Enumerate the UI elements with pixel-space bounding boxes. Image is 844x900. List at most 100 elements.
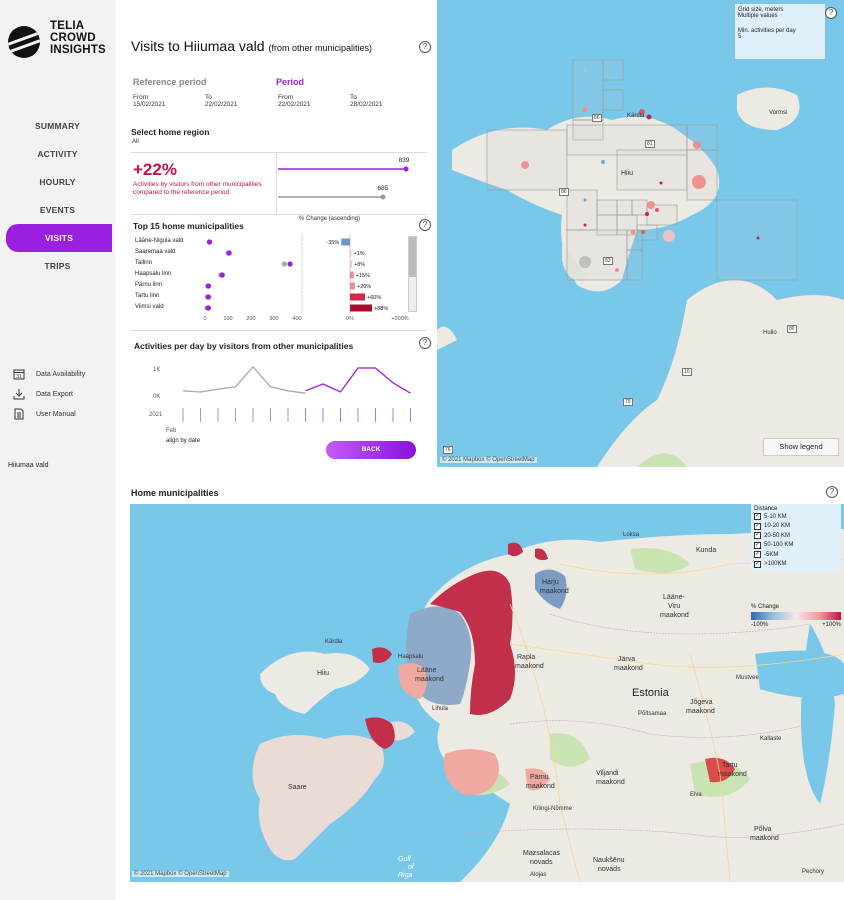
download-icon [12, 387, 26, 401]
period-dot [287, 261, 293, 267]
municipality-row-label[interactable]: Haapsalu linn [135, 271, 172, 277]
road-shield: 80 [787, 325, 797, 333]
distance-filter-option[interactable]: ✓ -5KM [754, 550, 838, 560]
data-availability-link[interactable]: 31 Data Availability [12, 364, 85, 384]
user-manual-link[interactable]: User Manual [12, 404, 85, 424]
municipality-row-label[interactable]: Lääne-Nigula vald [135, 238, 184, 244]
change-percentage: +22% [133, 160, 177, 179]
municipality-row-label[interactable]: Viimsi vald [135, 304, 164, 310]
top15-help-icon[interactable]: ? [419, 219, 431, 231]
period-dot [205, 294, 212, 300]
user-manual-label: User Manual [36, 410, 76, 418]
ref-from-date[interactable]: 15/02/2021 [133, 101, 166, 108]
activities-help-icon[interactable]: ? [419, 337, 431, 349]
pct-change-header[interactable]: % Change (ascending) [299, 216, 361, 222]
telia-logo[interactable]: TELIA CROWD INSIGHTS [8, 20, 106, 58]
top15-chart: 0 100 200 300 400 0% +200% -35% +1% +8% +15% +20% +6… [203, 234, 409, 322]
map-attribution[interactable]: © 2021 Mapbox © OpenStreetMap [132, 871, 229, 877]
distance-filter-option[interactable]: ✓ 20-50 KM [754, 531, 838, 541]
map-label-maakond: maakond [540, 588, 569, 595]
home-map-help-icon[interactable]: ? [826, 486, 838, 498]
distance-filter-option[interactable]: ✓ >100KM [754, 560, 838, 570]
municipality-row-label[interactable]: Tallinn [135, 260, 153, 266]
period-heading: Period [276, 77, 305, 87]
map-label-mazsalacas: Mazsalacas [523, 850, 560, 857]
distance-option-label: 5-10 KM [764, 513, 787, 520]
grid-size-value[interactable]: Multiple values [738, 13, 778, 19]
change-legend: % Change -100% +100% [751, 604, 841, 628]
activity-line-chart [182, 365, 411, 394]
data-export-link[interactable]: Data Export [12, 384, 85, 404]
checkbox-checked-icon[interactable]: ✓ [754, 522, 761, 530]
value-axis-tick: 400 [292, 316, 301, 322]
period-to-label: To [350, 94, 357, 101]
map-label-riga: Riga [398, 872, 413, 879]
activity-dot [641, 230, 645, 234]
map-label-maakond: maakond [718, 771, 747, 778]
municipality-row-label[interactable]: Tartu linn [135, 293, 160, 299]
grid-map-help-icon[interactable]: ? [825, 7, 837, 19]
map-label-kallaste: Kallaste [760, 736, 782, 742]
map-label-mustvee: Mustvee [736, 675, 759, 681]
help-icon[interactable]: ? [419, 41, 431, 53]
road-shield: 76 [443, 446, 453, 454]
home-municipalities-map[interactable]: Loksa Kunda Harju maakond Lääne- Viru ma… [130, 504, 844, 882]
nav-summary[interactable]: SUMMARY [35, 121, 80, 131]
home-region-select[interactable]: All [132, 139, 139, 145]
map-label-elva: Elva [690, 792, 702, 798]
period-dot [219, 272, 225, 278]
svg-text:31: 31 [16, 374, 22, 380]
grid-cell [616, 199, 633, 216]
divider [276, 152, 277, 214]
grid-map[interactable]: Hiiu Kärdla Vormsi Hullo 86 81 86 83 80 … [437, 0, 844, 467]
distance-option-label: 20-50 KM [764, 532, 791, 539]
scrollbar-thumb[interactable] [409, 237, 416, 277]
nav-trips[interactable]: TRIPS [44, 261, 71, 271]
period-to-date[interactable]: 28/02/2021 [350, 101, 383, 108]
grid-cell [602, 59, 624, 81]
top15-scrollbar[interactable] [408, 236, 417, 312]
period-dot [205, 305, 212, 311]
reference-value-label: 685 [378, 185, 389, 192]
period-dot [226, 250, 232, 256]
value-axis-tick: 100 [223, 316, 232, 322]
checkbox-checked-icon[interactable]: ✓ [754, 551, 761, 559]
checkbox-checked-icon[interactable]: ✓ [754, 532, 761, 540]
distance-filter-option[interactable]: ✓ 5-10 KM [754, 512, 838, 522]
nav-activity[interactable]: ACTIVITY [37, 149, 78, 159]
distance-legend: Distance ✓ 5-10 KM ✓ 10-20 KM ✓ 20-50 KM ✓ 50-1… [751, 504, 841, 572]
distance-filter-option[interactable]: ✓ 50-100 KM [754, 541, 838, 551]
distance-option-label: -5KM [764, 551, 779, 558]
grid-cell [596, 199, 618, 216]
nav-visits[interactable]: VISITS [6, 224, 112, 252]
visits-panel: Visits to Hiiumaa vald (from other munic… [118, 0, 436, 470]
checkbox-checked-icon[interactable]: ✓ [754, 560, 761, 568]
municipality-row-label[interactable]: Saaremaa vald [135, 249, 176, 255]
map-label-of: of [408, 864, 414, 871]
period-from-date[interactable]: 22/02/2021 [278, 101, 311, 108]
grid-cell [486, 129, 568, 191]
grid-map-canvas[interactable] [437, 0, 844, 467]
nav-hourly[interactable]: HOURLY [39, 177, 76, 187]
date-ticks[interactable] [173, 406, 413, 424]
y-tick-0k: 0K [153, 394, 161, 400]
back-button[interactable]: BACK [326, 441, 416, 459]
map-attribution[interactable]: © 2021 Mapbox © OpenStreetMap [440, 457, 537, 463]
show-legend-button[interactable]: Show legend [763, 438, 839, 456]
nav-events[interactable]: EVENTS [39, 205, 76, 215]
min-activities-value[interactable]: 5 [738, 34, 742, 40]
distance-filter-option[interactable]: ✓ 10-20 KM [754, 522, 838, 532]
municipality-row-label[interactable]: Pärnu linn [135, 282, 163, 288]
home-map-canvas[interactable] [130, 504, 844, 882]
checkbox-checked-icon[interactable]: ✓ [754, 513, 761, 521]
road-shield: 83 [603, 257, 613, 265]
distance-options: ✓ 5-10 KM ✓ 10-20 KM ✓ 20-50 KM ✓ 50-100 KM ✓ -5K… [754, 512, 838, 569]
checkbox-checked-icon[interactable]: ✓ [754, 541, 761, 549]
pct-axis-tick: +200% [391, 316, 408, 322]
ref-to-date[interactable]: 22/02/2021 [205, 101, 238, 108]
activity-dot [693, 141, 701, 149]
activity-dot [645, 212, 649, 216]
grid-cell [572, 59, 604, 121]
region-label: Hiiumaa vald [8, 462, 49, 469]
activity-dot [630, 229, 636, 235]
